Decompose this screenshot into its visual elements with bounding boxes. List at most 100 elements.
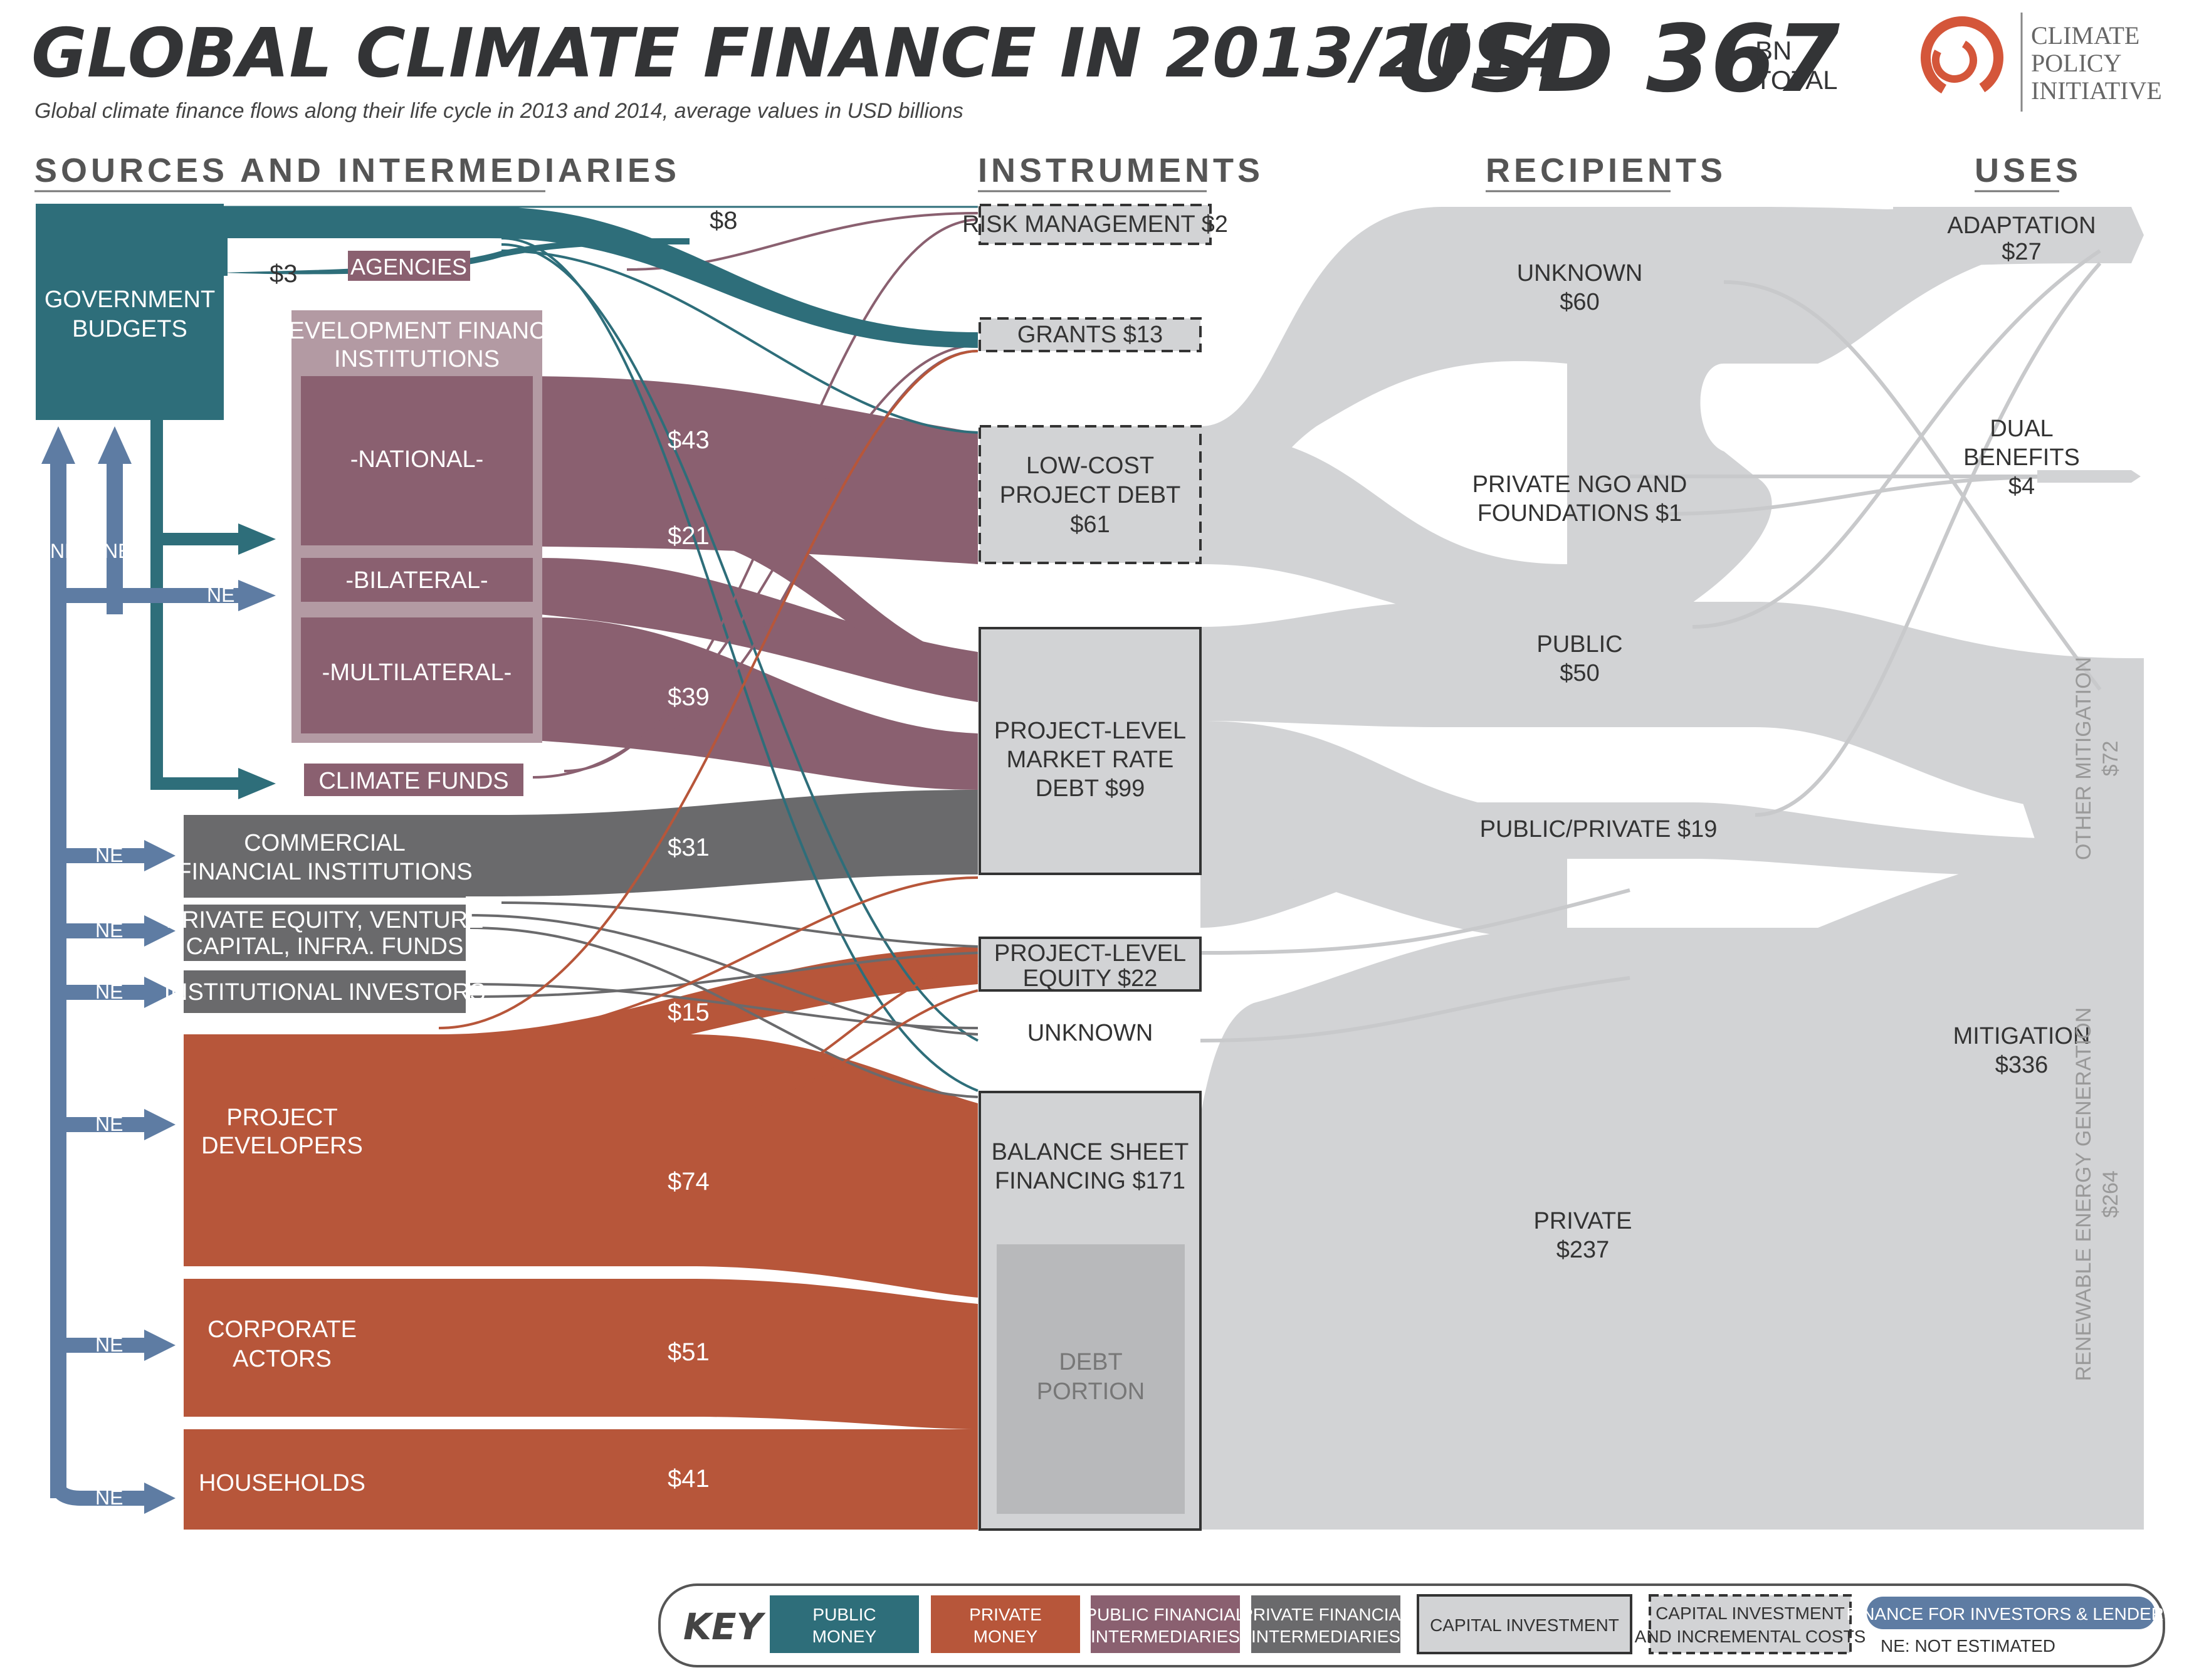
node-grants (979, 317, 1202, 352)
node-unknown-instrument: UNKNOWN (1027, 1020, 1153, 1046)
flow-equity-line (1200, 888, 1630, 955)
node-households-label: HOUSEHOLDS (199, 1470, 365, 1496)
node-commercial-label-2: FINANCIAL INSTITUTIONS (177, 859, 473, 885)
legend-capital-swatch (1417, 1594, 1632, 1654)
use-dual-label-3: $4 (2008, 473, 2035, 500)
legend-investors-swatch (1867, 1597, 2155, 1629)
node-balance-label-2: FINANCING $171 (995, 1168, 1185, 1194)
legend-privint-label-2: INTERMEDIARIES (1251, 1627, 1400, 1646)
use-dual-label-2: BENEFITS (1963, 444, 2080, 471)
ne-arrow-inst (144, 977, 176, 1008)
node-government-label-1: GOVERNMENT (45, 286, 215, 313)
node-corporate-label-1: CORPORATE (207, 1316, 357, 1343)
node-climate-funds-label: CLIMATE FUNDS (318, 768, 508, 794)
ne-arrow-dfi (238, 580, 276, 611)
ne-label-1: NE (50, 540, 78, 562)
legend-public-swatch (770, 1595, 919, 1653)
recipient-publicprivate-label: PUBLIC/PRIVATE $19 (1480, 816, 1718, 843)
legend-pubint-label-1: PUBLIC FINANCIAL (1085, 1605, 1245, 1624)
ne-arrows (41, 426, 276, 1514)
node-debt-portion (997, 1244, 1185, 1514)
ne-to-developers (58, 1117, 152, 1132)
ne-to-corporate (58, 1338, 152, 1353)
node-market-label-3: DEBT $99 (1036, 775, 1145, 802)
use-adaptation-label-1: ADAPTATION (1947, 213, 2096, 239)
use-mitigation-label-1: MITIGATION (1953, 1023, 2091, 1049)
node-multilateral-label: -MULTILATERAL- (322, 659, 512, 686)
flow-corporate-balance (188, 1279, 978, 1429)
arrow-gov-climate-funds (238, 768, 276, 799)
value-gov-grants: $8 (710, 207, 738, 234)
use-renewable-value: $264 (2099, 1170, 2123, 1218)
legend-private-label-1: PRIVATE (969, 1605, 1042, 1624)
node-pe-label-1: PRIVATE EQUITY, VENTURE (166, 907, 484, 933)
ne-label-pe: NE (95, 919, 123, 942)
recipient-private-label-2: $237 (1556, 1237, 1610, 1263)
use-adaptation-arrow (1893, 207, 2144, 263)
flow-lowcost-recipients (1200, 433, 1567, 627)
node-government-label-2: BUDGETS (72, 316, 187, 342)
flow-households-balance (188, 1429, 978, 1530)
node-balance-label-1: BALANCE SHEET (992, 1139, 1189, 1165)
ne-arrow-households (144, 1483, 176, 1514)
flow-national-market (658, 501, 978, 690)
private-flows (188, 947, 978, 1530)
logo-text-2: POLICY (2031, 49, 2121, 77)
use-mitigation-block (2069, 658, 2144, 1530)
total-unit-bn: BN (1755, 36, 1792, 65)
flow-unknown-line (1200, 976, 1630, 1042)
flow-dev-grants (438, 350, 979, 1029)
node-national-label: -NATIONAL- (350, 446, 484, 473)
recipient-public-label-2: $50 (1560, 660, 1599, 686)
node-national (301, 376, 533, 545)
legend-ne-note: NE: NOT ESTIMATED (1881, 1636, 2055, 1656)
logo-inner-ring-icon (1932, 38, 1977, 83)
ne-label-inst: NE (95, 980, 123, 1003)
ne-vertical-line (50, 458, 66, 1498)
node-government-budgets (36, 204, 224, 420)
value-households: $41 (668, 1465, 710, 1493)
node-bilateral (301, 558, 533, 602)
node-households (184, 1429, 353, 1530)
flow-private-band (1200, 846, 2131, 1530)
flow-gov-lowcost (501, 249, 979, 434)
node-dfi-label-2: INSTITUTIONS (334, 346, 500, 372)
node-equity-label-1: PROJECT-LEVEL (994, 940, 1186, 967)
legend: KEY PUBLIC MONEY PRIVATE MONEY PUBLIC FI… (658, 1583, 2176, 1667)
flow-inst-equity (470, 952, 979, 998)
use-adaptation-label-2: $27 (2002, 239, 2041, 265)
column-header-uses: USES (1975, 152, 2082, 189)
use-dual-label-1: DUAL (1990, 416, 2053, 442)
node-market-label-1: PROJECT-LEVEL (994, 718, 1186, 744)
value-multilateral: $39 (668, 683, 710, 711)
value-developers-equity: $15 (668, 999, 710, 1026)
recipient-public-label-1: PUBLIC (1536, 631, 1622, 658)
node-debt-portion-label-2: PORTION (1037, 1378, 1145, 1405)
node-climate-funds (304, 764, 523, 796)
node-risk-management (979, 204, 1212, 245)
logo-text-1: CLIMATE (2031, 21, 2139, 50)
logo-text-3: INITIATIVE (2031, 76, 2162, 105)
recipient-ngo-label-1: PRIVATE NGO AND (1472, 471, 1687, 498)
flow-cross-3 (1755, 262, 2102, 817)
legend-pubint-label-2: INTERMEDIARIES (1091, 1627, 1240, 1646)
ne-arrow-corporate (144, 1330, 176, 1361)
ne-to-inst (58, 985, 152, 1000)
legend-investors-label: FINANCE FOR INVESTORS & LENDERS (1846, 1604, 2175, 1624)
flow-pe-balance (470, 927, 979, 1098)
node-agencies (348, 251, 470, 281)
value-gov-agencies: $3 (270, 260, 298, 288)
flow-hh-equity (689, 989, 979, 1117)
use-other-mitigation-value: $72 (2099, 741, 2123, 777)
recipient-private-label-1: PRIVATE (1534, 1208, 1632, 1234)
legend-title: KEY (683, 1605, 766, 1648)
node-bilateral-label: -BILATERAL- (345, 567, 488, 594)
ne-label-dfi: NE (207, 584, 234, 606)
use-dual-benefits-arrow (2037, 470, 2141, 483)
main-title: GLOBAL CLIMATE FINANCE IN 2013/2014 (31, 14, 1567, 93)
node-equity-label-2: EQUITY $22 (1023, 965, 1158, 992)
use-other-mitigation-label: OTHER MITIGATION (2072, 657, 2096, 860)
flow-cross-1 (1723, 280, 2102, 691)
node-multilateral (301, 617, 533, 733)
node-institutional-investors (184, 970, 466, 1013)
